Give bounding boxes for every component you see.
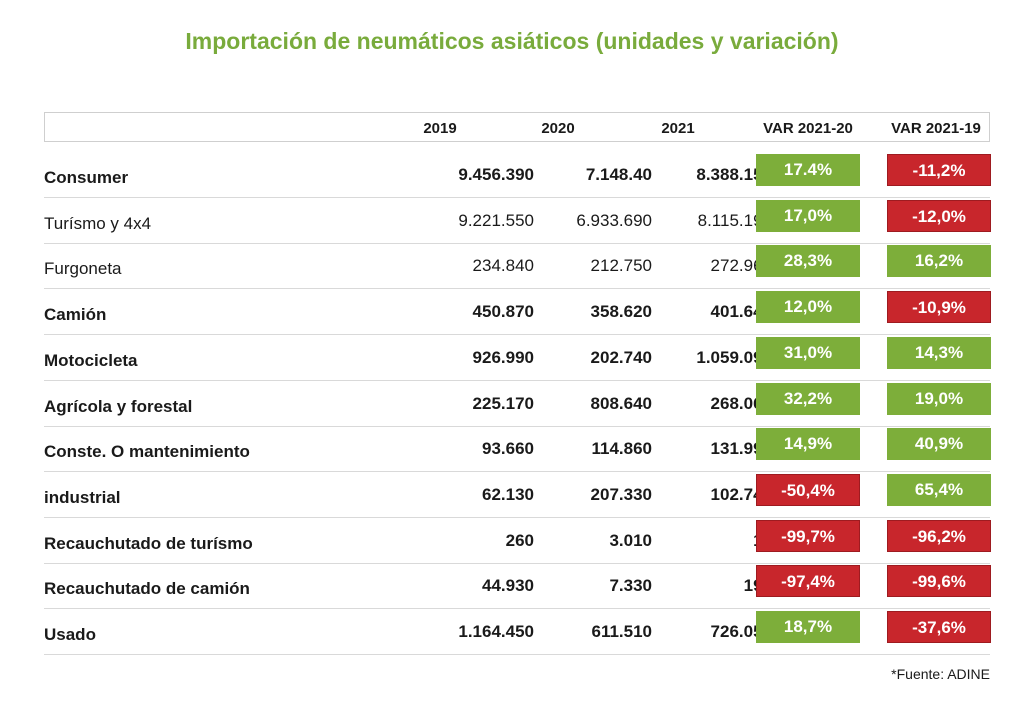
table-row: Motocicleta 926.990 202.740 1.059.090 31,0% 1… <box>44 335 991 381</box>
cell-2019: 44.930 <box>482 576 534 596</box>
row-label: Consumer <box>44 168 129 187</box>
cell-2019: 926.990 <box>472 347 534 367</box>
column-header-2019: 2019 <box>423 120 457 137</box>
cell-2020: 7.148.40 <box>585 165 652 184</box>
table-row: Recauchutado de turísmo2603.01010-99,7%-… <box>44 518 991 564</box>
cell-2019: 9.456.390 <box>458 165 534 184</box>
cell-var-2021-20: 32,2% <box>756 382 860 415</box>
column-header-var-2021-20: VAR 2021-20 <box>763 120 853 137</box>
cell-2020: 808.640 <box>590 393 652 413</box>
cell-var-2021-19: 14,3% <box>887 336 991 369</box>
cell-2020: 207.330 <box>590 484 652 504</box>
row-divider <box>44 288 990 290</box>
cell-2020: 611.510 <box>591 622 652 641</box>
cell-2020: 202.740 <box>590 347 652 367</box>
column-header-2020: 2020 <box>541 120 575 137</box>
table-row: Camión 450.870 358.620 401.640 12,0% -10,9% <box>44 289 991 336</box>
cell-var-2021-19: 16,2% <box>887 245 991 278</box>
row-divider <box>44 379 990 381</box>
row-divider <box>44 242 990 244</box>
cell-var-2021-19: 19,0% <box>887 382 991 415</box>
table-row: Agrícola y forestal 225.170 808.640 268.060… <box>44 381 991 427</box>
cell-var-2021-20: -50,4% <box>756 473 860 506</box>
table-header <box>44 112 990 142</box>
cell-var-2021-20: 31,0% <box>756 336 860 369</box>
cell-2021: 8.388.150 <box>696 165 772 184</box>
cell-var-2021-19: -11,2% <box>887 154 991 186</box>
source-note: *Fuente: ADINE <box>891 666 990 682</box>
row-label: Agrícola y forestal <box>44 396 193 416</box>
row-divider <box>44 516 990 518</box>
cell-2020: 7.330 <box>609 576 652 596</box>
cell-var-2021-20: 12,0% <box>756 291 860 324</box>
cell-2020: 6.933.690 <box>576 210 652 230</box>
cell-2019: 260 <box>505 530 534 550</box>
chart-title: Importación de neumáticos asiáticos (uni… <box>185 28 839 54</box>
cell-2019: 225.170 <box>472 393 534 413</box>
row-label: Turísmo y 4x4 <box>44 213 152 233</box>
row-divider <box>44 654 990 655</box>
cell-var-2021-19: -96,2% <box>887 519 991 552</box>
table-row: Usado 1.164.450 611.510 726.050 18,7% -37,6% <box>44 609 991 655</box>
row-label: Conste. O mantenimiento <box>44 442 250 462</box>
cell-var-2021-19: 65,4% <box>887 473 991 506</box>
row-divider <box>44 197 990 198</box>
cell-var-2021-20: -97,4% <box>756 565 860 598</box>
cell-2021: 1.059.090 <box>696 347 772 367</box>
cell-2019: 1.164.450 <box>458 622 534 641</box>
cell-2019: 450.870 <box>472 302 534 322</box>
cell-var-2021-19: -10,9% <box>887 291 991 324</box>
row-label: Motocicleta <box>44 350 138 370</box>
cell-var-2021-20: 17,0% <box>756 199 860 232</box>
row-label: Recauchutado de turísmo <box>44 533 253 553</box>
cell-2019: 234.840 <box>472 256 534 276</box>
cell-2020: 114.860 <box>591 439 652 459</box>
table-row: industrial 62.130 207.330 102.740 -50,4% 65,4… <box>44 472 991 518</box>
row-divider <box>44 334 990 336</box>
cell-var-2021-19: -37,6% <box>887 611 991 643</box>
cell-var-2021-20: 18,7% <box>756 611 860 643</box>
column-header-var-2021-19: VAR 2021-19 <box>891 120 981 137</box>
cell-var-2021-20: 14,9% <box>756 428 860 461</box>
table-row: Recauchutado de camión44.9307.330190-97,… <box>44 563 991 610</box>
row-label: Furgoneta <box>44 259 122 279</box>
cell-var-2021-20: -99,7% <box>756 519 860 552</box>
cell-2021: 8.115.190 <box>697 210 772 230</box>
cell-var-2021-19: 40,9% <box>887 428 991 461</box>
column-header-2021: 2021 <box>661 120 695 137</box>
cell-2020: 212.750 <box>590 256 652 276</box>
cell-2019: 93.660 <box>482 439 534 459</box>
row-label: Usado <box>44 625 96 644</box>
row-label: Recauchutado de camión <box>44 579 250 599</box>
cell-var-2021-20: 17.4% <box>756 154 860 186</box>
row-divider <box>44 562 990 564</box>
table-row: Furgoneta 234.840 212.750 272.960 28,3% 16,2% <box>44 243 991 290</box>
cell-2019: 9.221.550 <box>458 210 534 230</box>
cell-var-2021-19: -12,0% <box>887 199 991 232</box>
table-row: Turísmo y 4x4 9.221.550 6.933.690 8.115.190… <box>44 198 991 244</box>
table-row: Conste. O mantenimiento 93.660 114.860 131.… <box>44 426 991 473</box>
cell-2019: 62.130 <box>482 484 534 504</box>
row-divider <box>44 425 990 427</box>
row-label: industrial <box>44 487 121 507</box>
cell-var-2021-20: 28,3% <box>756 245 860 278</box>
row-divider <box>44 608 990 610</box>
row-label: Camión <box>44 305 107 325</box>
row-divider <box>44 471 990 473</box>
cell-2020: 358.620 <box>590 302 652 322</box>
table-row: Consumer 9.456.390 7.148.40 8.388.150 17.4% -… <box>44 152 991 198</box>
cell-2020: 3.010 <box>609 530 652 550</box>
cell-var-2021-19: -99,6% <box>887 565 991 598</box>
